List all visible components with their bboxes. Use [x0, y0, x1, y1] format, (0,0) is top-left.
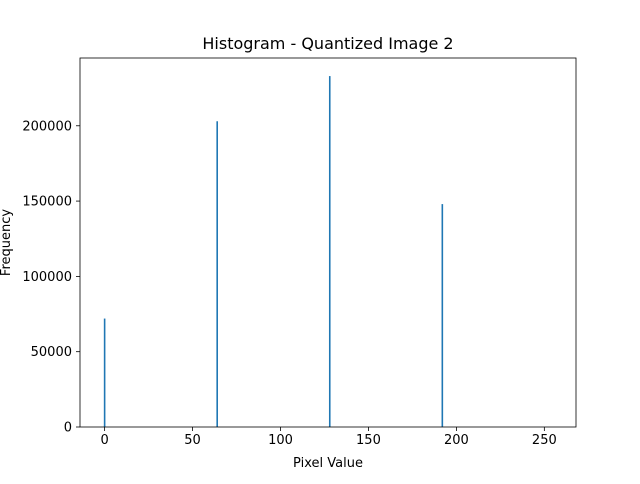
- x-tick-label: 50: [184, 433, 201, 448]
- chart-title: Histogram - Quantized Image 2: [202, 34, 453, 53]
- histogram-bar: [216, 121, 218, 427]
- x-tick-label: 0: [100, 433, 108, 448]
- y-tick-label: 50000: [31, 345, 72, 360]
- x-axis-ticks: 0 50 100 150 200 250: [100, 427, 557, 448]
- x-tick-label: 250: [532, 433, 557, 448]
- histogram-bar: [328, 76, 331, 427]
- y-axis-ticks: 0 50000 100000 150000 200000: [22, 119, 80, 436]
- histogram-bar: [103, 318, 106, 427]
- histogram-bar: [441, 204, 444, 427]
- x-axis-label: Pixel Value: [293, 456, 363, 471]
- x-tick-label: 200: [444, 433, 469, 448]
- x-tick-label: 100: [268, 433, 293, 448]
- y-tick-label: 100000: [22, 270, 72, 285]
- y-tick-label: 200000: [22, 119, 72, 134]
- bars-layer: [103, 76, 444, 427]
- y-tick-label: 150000: [22, 195, 72, 210]
- y-axis-label: Frequency: [0, 209, 14, 276]
- y-tick-label: 0: [64, 421, 72, 436]
- x-tick-label: 150: [356, 433, 381, 448]
- plot-area-frame: [79, 57, 577, 428]
